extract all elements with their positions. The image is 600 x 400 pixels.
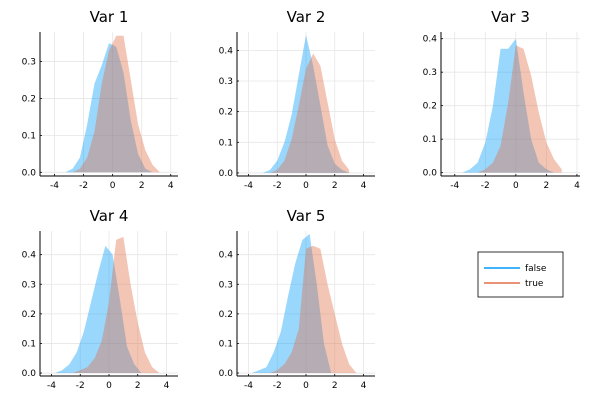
x-tick-label: 4: [361, 381, 367, 391]
x-tick-label: -2: [76, 381, 85, 391]
subplot-3: -4 -2 0 2 4 0.0 0.1 0.2 0.3 0.4 Var 3: [423, 8, 580, 191]
series-area-false: [462, 38, 555, 173]
x-tick-label: -2: [79, 181, 88, 191]
subplot-grid: -4 -2 0 2 4 0.0 0.1 0.2 0.3 Var 1 -4 -2 0 2 4 0.0 0.1 0.2…: [22, 8, 580, 391]
subplot-2: -4 -2 0 2 4 0.0 0.1 0.2 0.3 0.4 Var 2: [219, 8, 375, 191]
y-tick-label: 0.4: [423, 35, 438, 45]
y-tick-label: 0.1: [219, 339, 233, 349]
legend-label-true: true: [525, 279, 544, 289]
x-tick-label: 0: [110, 181, 116, 191]
subplot-5: -4 -2 0 2 4 0.0 0.1 0.2 0.3 0.4 Var 5: [219, 207, 375, 391]
x-tick-label: 0: [303, 181, 309, 191]
x-tick-label: -4: [47, 381, 56, 391]
y-tick-label: 0.1: [423, 135, 437, 145]
y-tick-label: 0.1: [219, 138, 233, 148]
x-tick-label: -4: [50, 181, 59, 191]
y-tick-label: 0.0: [22, 369, 37, 379]
y-tick-label: 0.1: [22, 339, 36, 349]
y-tick-label: 0.1: [22, 131, 36, 141]
x-tick-label: -4: [450, 181, 459, 191]
legend-label-false: false: [525, 264, 547, 274]
x-tick-label: 0: [513, 181, 519, 191]
y-tick-label: 0.2: [22, 94, 36, 104]
x-tick-label: 4: [168, 181, 174, 191]
y-tick-label: 0.3: [22, 280, 36, 290]
x-tick-label: -4: [244, 381, 253, 391]
y-tick-label: 0.0: [219, 169, 234, 179]
x-tick-label: 4: [574, 181, 580, 191]
x-tick-label: 2: [332, 181, 338, 191]
subplot-title: Var 2: [287, 8, 326, 26]
x-tick-label: 0: [106, 381, 112, 391]
series-area-false: [65, 43, 160, 173]
series-area-true: [270, 245, 357, 374]
legend: false true: [477, 251, 564, 298]
x-tick-label: 4: [361, 181, 367, 191]
x-tick-label: 2: [544, 181, 550, 191]
x-tick-label: -4: [244, 181, 253, 191]
x-tick-label: 4: [164, 381, 170, 391]
y-tick-label: 0.2: [22, 310, 36, 320]
x-tick-label: 0: [303, 381, 309, 391]
series-area-true: [262, 53, 350, 173]
y-tick-label: 0.0: [423, 169, 438, 179]
y-tick-label: 0.0: [22, 168, 37, 178]
y-tick-label: 0.3: [22, 58, 36, 68]
series-area-true: [65, 236, 160, 374]
x-tick-label: 2: [332, 381, 338, 391]
series-area-false: [252, 233, 332, 374]
subplot-1: -4 -2 0 2 4 0.0 0.1 0.2 0.3 Var 1: [22, 8, 178, 191]
x-tick-label: 2: [139, 181, 145, 191]
series-area-false: [55, 245, 142, 374]
y-tick-label: 0.3: [219, 280, 233, 290]
y-tick-label: 0.4: [22, 251, 37, 261]
y-tick-label: 0.4: [219, 251, 234, 261]
y-tick-label: 0.0: [219, 369, 234, 379]
x-tick-label: -2: [273, 381, 282, 391]
subplot-title: Var 5: [287, 207, 326, 225]
subplot-title: Var 1: [90, 8, 129, 26]
y-tick-label: 0.3: [423, 68, 437, 78]
series-area-true: [65, 35, 160, 173]
y-tick-label: 0.4: [219, 46, 234, 56]
legend-box: [477, 251, 564, 298]
y-tick-label: 0.2: [423, 102, 437, 112]
subplot-4: -4 -2 0 2 4 0.0 0.1 0.2 0.3 0.4 Var 4: [22, 207, 178, 391]
x-tick-label: -2: [273, 181, 282, 191]
series-area-false: [262, 35, 350, 173]
subplot-title: Var 4: [90, 207, 129, 225]
subplot-title: Var 3: [491, 8, 530, 26]
y-tick-label: 0.2: [219, 310, 233, 320]
y-tick-label: 0.3: [219, 77, 233, 87]
x-tick-label: 2: [135, 381, 141, 391]
y-tick-label: 0.2: [219, 108, 233, 118]
series-area-true: [470, 45, 562, 173]
x-tick-label: -2: [481, 181, 490, 191]
